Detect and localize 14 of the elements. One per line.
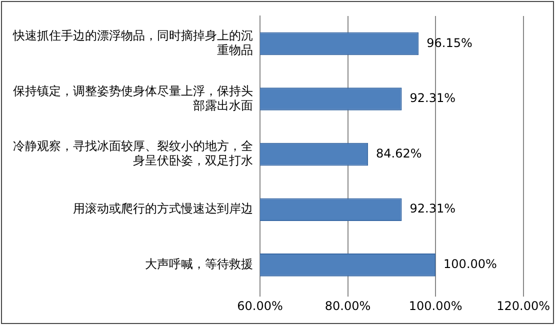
y-tick-label: 保持镇定，调整姿势使身体尽量上浮，保持头部露出水面 <box>13 84 253 112</box>
data-label: 96.15% <box>426 36 472 50</box>
y-tick-label: 大声呼喊，等待救援 <box>145 257 253 272</box>
data-label: 100.00% <box>444 257 497 272</box>
y-tick-label: 冷静观察，寻找冰面较厚、裂纹小的地方，全身呈伏卧姿，双足打水 <box>13 139 253 168</box>
data-label: 92.31% <box>410 91 456 106</box>
x-tick-label: 100.00% <box>408 298 462 313</box>
data-label: 84.62% <box>376 146 422 160</box>
y-tick-label: 快速抓住手边的漂浮物品，同时摘掉身上的沉重物品 <box>12 28 253 57</box>
x-tick-label: 60.00% <box>237 298 283 313</box>
x-tick-label: 80.00% <box>324 298 371 313</box>
x-tick-label: 120.00% <box>496 298 550 313</box>
y-tick-label: 用滚动或爬行的方式慢速达到岸边 <box>73 202 253 216</box>
data-label: 92.31% <box>410 202 456 216</box>
